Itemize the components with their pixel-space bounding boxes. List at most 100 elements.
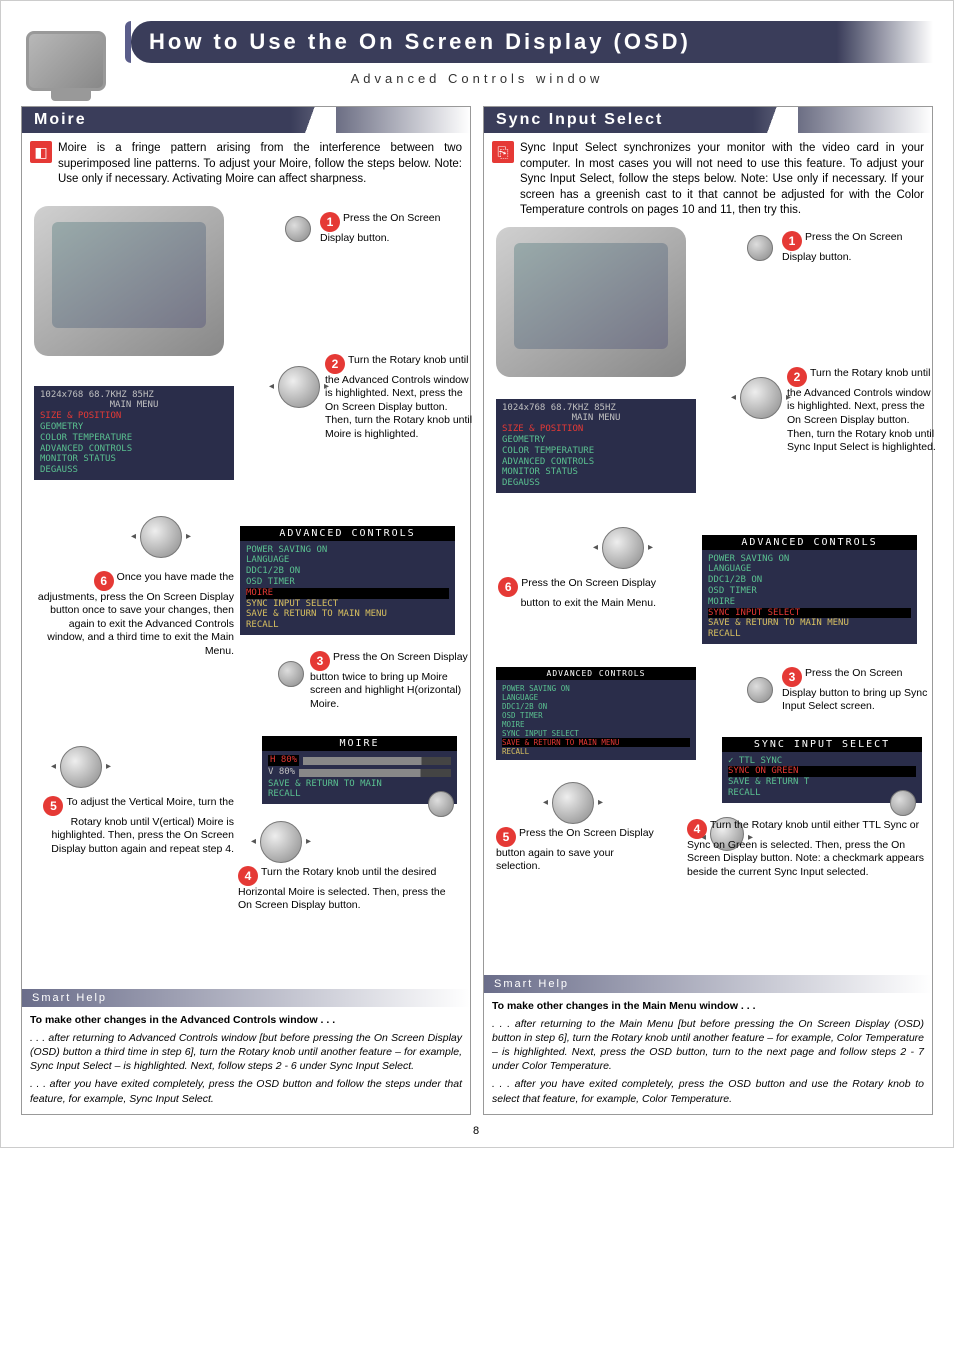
monitor-decor-icon	[26, 31, 116, 106]
columns-container: Moire ◧ Moire is a fringe pattern arisin…	[21, 106, 933, 1115]
sync-osd-1: SYNC ON GREEN	[728, 766, 916, 777]
moire-recall: RECALL	[268, 789, 451, 800]
rotary-knob-img5	[60, 746, 102, 788]
advs-item1: LANGUAGE	[708, 564, 911, 575]
osd-mm-title2: MAIN MENU	[502, 413, 690, 424]
osd-button-img1	[285, 216, 311, 242]
sync-osd-3: RECALL	[728, 788, 916, 799]
sync-help2: . . . after you have exited completely, …	[492, 1077, 924, 1105]
osd-mm-item1: GEOMETRY	[40, 422, 228, 433]
sync-help: To make other changes in the Main Menu w…	[492, 999, 924, 1106]
advsm-4: MOIRE	[502, 720, 690, 729]
sync-step4-text: Turn the Rotary knob until either TTL Sy…	[687, 819, 924, 878]
moire-intro-text: Moire is a fringe pattern arising from t…	[58, 141, 462, 188]
osd-button-s4	[890, 790, 916, 816]
adv-item2: DDC1/2B ON	[246, 566, 449, 577]
moire-intro-row: ◧ Moire is a fringe pattern arising from…	[30, 141, 462, 188]
crt-image-2	[496, 227, 686, 377]
moire-step-3: 3Press the On Screen Display button twic…	[310, 651, 470, 712]
osd-res-line2: 1024x768 68.7KHZ 85HZ	[502, 403, 690, 414]
moire-h-label: H 80%	[268, 755, 299, 766]
moire-h-row: H 80%	[268, 755, 451, 767]
osd-button-s3	[747, 677, 773, 703]
moire-smart-help-label: Smart Help	[22, 989, 470, 1007]
adv-item7: RECALL	[246, 620, 449, 631]
adv-item0: POWER SAVING ON	[246, 545, 449, 556]
moire-bullet-icon: ◧	[30, 141, 52, 163]
moire-column: Moire ◧ Moire is a fringe pattern arisin…	[21, 106, 471, 1115]
moire-step3-text: Press the On Screen Display button twice…	[310, 651, 468, 710]
rotary-knob-img1	[278, 366, 320, 408]
moire-help-bold: To make other changes in the Advanced Co…	[30, 1013, 462, 1027]
adv-item5: SYNC INPUT SELECT	[246, 599, 449, 610]
osd2-mm-item5: DEGAUSS	[502, 478, 690, 489]
osd-mm-item2: COLOR TEMPERATURE	[40, 433, 228, 444]
sync-intro-row: ⎘ Sync Input Select synchronizes your mo…	[492, 141, 924, 219]
sync-osd-wrap: SYNC INPUT SELECT ✓ TTL SYNC SYNC ON GRE…	[722, 737, 922, 803]
page-subtitle: Advanced Controls window	[21, 71, 933, 86]
advs-item5: SYNC INPUT SELECT	[708, 608, 911, 619]
moire-step6-text: Once you have made the adjustments, pres…	[38, 571, 234, 658]
moire-step-4: 4Turn the Rotary knob until the desired …	[238, 866, 458, 913]
moire-step-5: 5To adjust the Vertical Moire, turn the …	[34, 796, 234, 857]
osd-button-s1	[747, 235, 773, 261]
moire-header: Moire	[22, 107, 470, 133]
sync-help-bold: To make other changes in the Main Menu w…	[492, 999, 924, 1013]
sync-header-label: Sync Input Select	[496, 111, 663, 128]
osd-button-img4	[428, 791, 454, 817]
advs-item3: OSD TIMER	[708, 586, 911, 597]
adv-controls-title: ADVANCED CONTROLS	[240, 526, 455, 541]
osd-mm-item4: MONITOR STATUS	[40, 454, 228, 465]
moire-help1: . . . after returning to Advanced Contro…	[30, 1031, 462, 1074]
moire-body: 1Press the On Screen Display button. 2Tu…	[30, 196, 462, 981]
sync-step-6: 6Press the On Screen Display button to e…	[496, 577, 656, 611]
advsm-0: POWER SAVING ON	[502, 684, 690, 693]
moire-step5-text: To adjust the Vertical Moire, turn the R…	[51, 796, 234, 855]
moire-help2: . . . after you have exited completely, …	[30, 1077, 462, 1105]
moire-step-1: 1Press the On Screen Display button.	[320, 212, 460, 246]
rotary-knob-img2	[140, 516, 182, 558]
main-menu-osd-2: 1024x768 68.7KHZ 85HZ MAIN MENU SIZE & P…	[496, 399, 696, 493]
osd2-mm-item4: MONITOR STATUS	[502, 467, 690, 478]
advs-item6: SAVE & RETURN TO MAIN MENU	[708, 618, 911, 629]
osd-mm-item5: DEGAUSS	[40, 465, 228, 476]
osd-mm-item3: ADVANCED CONTROLS	[40, 444, 228, 455]
moire-save: SAVE & RETURN TO MAIN	[268, 779, 451, 790]
sync-osd-2: SAVE & RETURN T	[728, 777, 916, 788]
adv-item4: MOIRE	[246, 588, 449, 599]
osd2-mm-item3: ADVANCED CONTROLS	[502, 457, 690, 468]
adv-osd-small: ADVANCED CONTROLS POWER SAVING ON LANGUA…	[496, 667, 696, 760]
sync-step-4: 4Turn the Rotary knob until either TTL S…	[687, 819, 925, 880]
moire-osd-title: MOIRE	[262, 736, 457, 751]
main-menu-osd: 1024x768 68.7KHZ 85HZ MAIN MENU SIZE & P…	[34, 386, 234, 480]
osd2-mm-item0: SIZE & POSITION	[502, 424, 690, 435]
rotary-knob-img4	[260, 821, 302, 863]
advsm-2: DDC1/2B ON	[502, 702, 690, 711]
advs-item2: DDC1/2B ON	[708, 575, 911, 586]
sync-osd-title: SYNC INPUT SELECT	[722, 737, 922, 752]
sync-body: 1Press the On Screen Display button. 2Tu…	[492, 227, 924, 967]
crt-image	[34, 206, 224, 356]
adv-osd-sync-wrap: ADVANCED CONTROLS POWER SAVING ON LANGUA…	[702, 535, 917, 644]
advsm-1: LANGUAGE	[502, 693, 690, 702]
sync-help1: . . . after returning to the Main Menu […	[492, 1017, 924, 1074]
osd-mainmenu-title: MAIN MENU	[40, 400, 228, 411]
moire-step-2: 2Turn the Rotary knob until the Advanced…	[325, 354, 475, 442]
advsm-5: SYNC INPUT SELECT	[502, 729, 690, 738]
sync-step-2: 2Turn the Rotary knob until the Advanced…	[787, 367, 937, 455]
osd-res-line: 1024x768 68.7KHZ 85HZ	[40, 390, 228, 401]
adv-controls-osd-wrap: ADVANCED CONTROLS POWER SAVING ON LANGUA…	[240, 526, 455, 635]
sync-intro-text: Sync Input Select synchronizes your moni…	[520, 141, 924, 219]
moire-step-6: 6Once you have made the adjustments, pre…	[34, 571, 234, 659]
adv-item3: OSD TIMER	[246, 577, 449, 588]
moire-osd-wrap: MOIRE H 80% V 80% SAVE & RETURN TO MAIN …	[262, 736, 457, 805]
advs-item0: POWER SAVING ON	[708, 554, 911, 565]
adv-item1: LANGUAGE	[246, 555, 449, 566]
adv-osd-small-title: ADVANCED CONTROLS	[496, 667, 696, 680]
sync-step6-text: Press the On Screen Display button to ex…	[521, 577, 656, 609]
osd2-mm-item2: COLOR TEMPERATURE	[502, 446, 690, 457]
advs-item7: RECALL	[708, 629, 911, 640]
rotary-knob-s2	[740, 377, 782, 419]
sync-smart-help-label: Smart Help	[484, 975, 932, 993]
page-title: How to Use the On Screen Display (OSD)	[131, 21, 933, 63]
